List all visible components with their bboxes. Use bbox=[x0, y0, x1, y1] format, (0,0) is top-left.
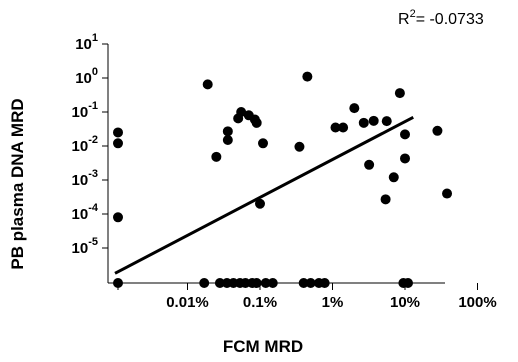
x-tick-label: 100% bbox=[458, 294, 496, 311]
regression-line bbox=[114, 115, 414, 275]
data-point bbox=[113, 278, 123, 288]
data-point bbox=[294, 141, 305, 152]
data-point bbox=[236, 107, 247, 117]
y-tick-label: 101 bbox=[75, 32, 98, 53]
data-point bbox=[388, 172, 399, 183]
data-point bbox=[368, 115, 379, 126]
y-tick-label: 100 bbox=[75, 66, 98, 87]
data-point bbox=[380, 194, 391, 205]
x-axis-title: FCM MRD bbox=[223, 337, 303, 356]
fit-line-group bbox=[114, 115, 414, 275]
r-squared-annotation: R2= -0.0733 bbox=[398, 8, 484, 28]
y-tick-label: 10-4 bbox=[72, 202, 99, 223]
y-tick-label: 10-2 bbox=[72, 134, 98, 155]
data-point bbox=[432, 125, 443, 136]
data-point bbox=[214, 278, 225, 288]
data-point bbox=[394, 88, 405, 99]
data-point bbox=[400, 129, 410, 140]
data-point bbox=[364, 159, 375, 170]
data-point bbox=[222, 135, 233, 146]
data-point bbox=[330, 122, 341, 133]
r-squared-prefix: R bbox=[398, 11, 410, 28]
data-points bbox=[113, 71, 453, 288]
x-tick-label: 1% bbox=[322, 294, 344, 311]
x-tick-label: 0.1% bbox=[243, 294, 277, 311]
y-tick-label: 10-5 bbox=[72, 236, 98, 257]
data-point bbox=[400, 153, 410, 164]
data-point bbox=[298, 278, 309, 288]
data-point bbox=[202, 79, 213, 90]
data-point bbox=[319, 278, 330, 288]
r-squared-superscript: 2 bbox=[410, 8, 416, 20]
data-point bbox=[381, 116, 392, 127]
data-point bbox=[442, 188, 453, 199]
data-point bbox=[255, 198, 265, 209]
axes bbox=[107, 44, 445, 284]
data-point bbox=[211, 151, 222, 162]
y-tick-label: 10-3 bbox=[72, 168, 98, 189]
data-point bbox=[267, 278, 278, 288]
x-tick-label: 10% bbox=[390, 294, 420, 311]
y-axis-title: PB plasma DNA MRD bbox=[8, 98, 27, 269]
data-point bbox=[258, 138, 269, 149]
data-point bbox=[251, 117, 262, 128]
y-axis-ticks: 101 100 10-1 10-2 10-3 10-4 10-5 bbox=[72, 32, 108, 257]
x-axis-ticks: 0.01% 0.1% 1% 10% 100% bbox=[117, 283, 497, 311]
r-squared-value: = -0.0733 bbox=[416, 11, 484, 28]
data-point bbox=[349, 103, 360, 114]
data-point bbox=[113, 127, 123, 138]
data-point bbox=[222, 126, 233, 137]
data-point bbox=[403, 278, 414, 288]
y-tick-label: 10-1 bbox=[72, 100, 98, 121]
data-point bbox=[251, 278, 262, 288]
data-point bbox=[305, 278, 316, 288]
data-point bbox=[113, 212, 123, 223]
data-point bbox=[260, 278, 271, 288]
data-point bbox=[302, 71, 313, 82]
x-tick-label: 0.01% bbox=[166, 294, 209, 311]
data-point bbox=[199, 278, 210, 288]
data-point bbox=[358, 117, 369, 128]
data-point bbox=[113, 138, 123, 149]
data-point bbox=[338, 122, 349, 133]
